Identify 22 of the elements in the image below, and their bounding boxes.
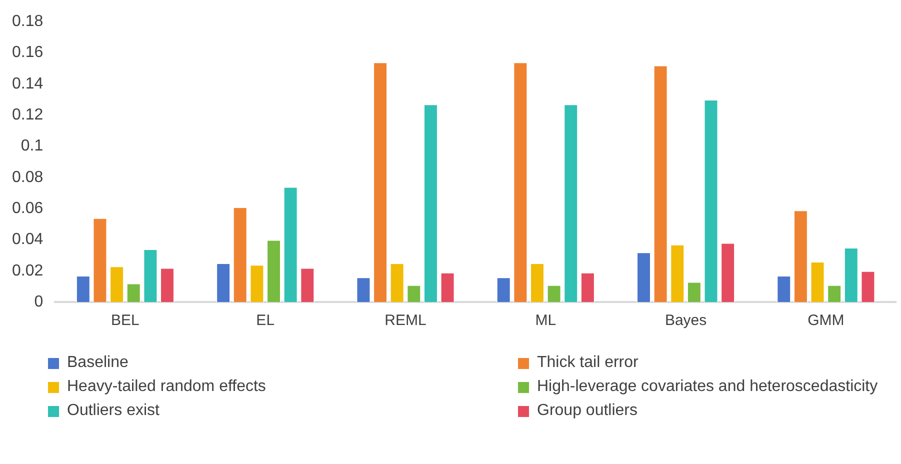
- legend-label: High-leverage covariates and heteroscedasticity: [537, 378, 878, 396]
- x-tick-label: BEL: [111, 312, 140, 330]
- y-tick-label: 0.02: [12, 262, 44, 280]
- y-tick-label: 0.06: [12, 200, 44, 217]
- y-tick-label: 0.16: [12, 44, 44, 62]
- y-tick-label: 0.12: [12, 106, 44, 124]
- y-tick-label: 0.14: [12, 75, 44, 92]
- y-tick-label: 0.04: [12, 231, 44, 248]
- x-tick-label: GMM: [808, 312, 844, 330]
- y-tick-label: 0.08: [12, 168, 44, 186]
- legend-label: Thick tail error: [537, 354, 638, 372]
- x-tick-label: ML: [535, 312, 556, 330]
- x-tick-label: REML: [384, 312, 426, 330]
- legend-label: Group outliers: [537, 402, 638, 420]
- legend-label: Outliers exist: [67, 402, 160, 420]
- y-tick-label: 0.1: [20, 138, 44, 155]
- y-tick-label: 0.18: [12, 13, 44, 30]
- x-tick-label: EL: [256, 312, 275, 330]
- legend-label: Baseline: [67, 354, 128, 372]
- y-tick-label: 0: [34, 293, 44, 310]
- legend-label: Heavy-tailed random effects: [67, 378, 266, 396]
- x-tick-label: Bayes: [664, 312, 707, 330]
